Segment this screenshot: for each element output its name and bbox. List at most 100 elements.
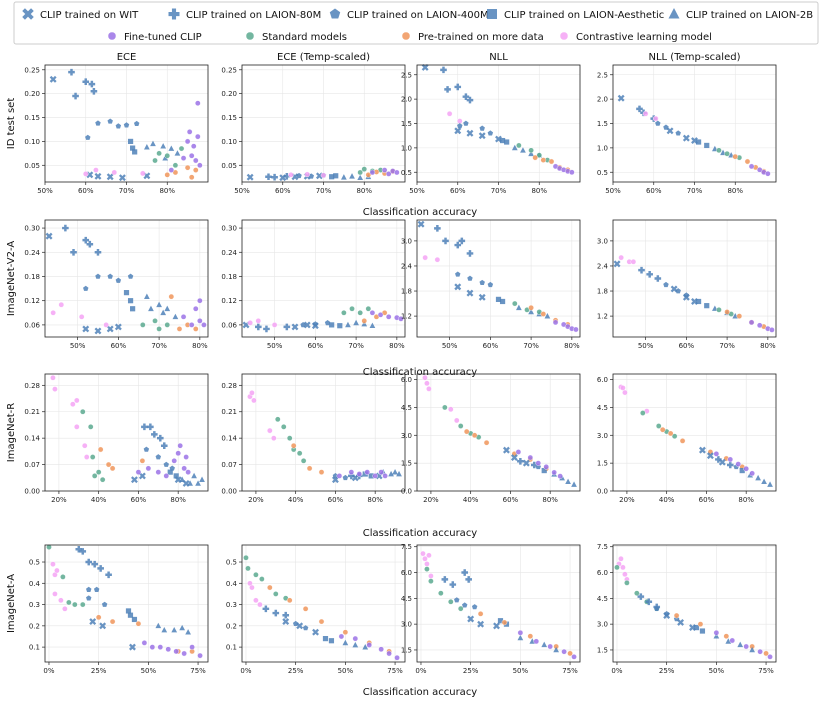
- data-point-con: [58, 301, 65, 308]
- data-point-pre: [306, 465, 313, 472]
- data-point-wit: [454, 127, 462, 135]
- data-point-wit: [114, 323, 122, 331]
- data-point-pre: [168, 293, 175, 300]
- data-point-l80: [441, 576, 449, 583]
- data-point-l2b: [172, 313, 179, 320]
- data-point-pre: [109, 465, 116, 472]
- data-point-con: [81, 442, 88, 449]
- y-tick-label: 2.4: [597, 262, 609, 270]
- data-point-ft: [197, 652, 203, 659]
- data-point-l2b: [179, 624, 186, 631]
- y-tick-label: 0.3: [29, 601, 40, 609]
- data-point-wit: [698, 446, 706, 454]
- y-tick-label: 0.06: [24, 321, 40, 329]
- data-point-std: [79, 601, 86, 608]
- data-point-ft: [366, 642, 373, 648]
- y-tick-label: 0.00: [24, 488, 40, 496]
- axes-frame: [44, 219, 209, 338]
- panel-1-2: 50% 60% 70% 80% 0.05 0.10 0.15 0.20 0.25 ECE (Tem…: [221, 52, 406, 195]
- y-tick-label: 7.5: [597, 543, 608, 551]
- data-point-l400: [471, 604, 478, 610]
- data-point-std: [438, 590, 444, 596]
- data-point-std: [152, 157, 158, 164]
- y-tick-label: 0.05: [221, 162, 237, 170]
- data-point-l400: [292, 620, 299, 627]
- data-point-std: [716, 147, 722, 154]
- data-point-wit: [613, 260, 621, 268]
- data-point-l400: [95, 120, 101, 126]
- data-point-wit: [478, 293, 486, 301]
- data-point-wit: [682, 134, 690, 142]
- data-point-std: [95, 469, 102, 475]
- data-point-pre: [192, 326, 199, 332]
- data-point-ft: [155, 469, 162, 475]
- data-point-std: [60, 574, 66, 580]
- data-point-ft: [188, 322, 195, 328]
- data-point-wit: [279, 174, 287, 182]
- column-title: NLL (Temp-scaled): [649, 52, 741, 63]
- data-point-ft: [197, 162, 203, 169]
- data-point-ft: [386, 650, 392, 657]
- data-point-pre: [361, 318, 368, 324]
- data-point-l2b: [737, 641, 744, 648]
- data-point-l80: [90, 87, 98, 95]
- data-point-ft: [356, 471, 363, 477]
- y-tick-label: 0.0: [401, 488, 412, 496]
- data-point-aes: [497, 618, 504, 624]
- data-point-std: [164, 322, 171, 328]
- data-point-l2b: [353, 319, 359, 326]
- data-point-ft: [195, 100, 201, 107]
- y-tick-label: 4.5: [401, 595, 412, 603]
- data-point-ft: [372, 473, 378, 479]
- data-point-std: [724, 150, 730, 157]
- data-point-con: [420, 550, 426, 557]
- data-point-std: [365, 305, 372, 312]
- legend-label: Contrastive learning model: [576, 32, 712, 43]
- data-point-ft: [177, 442, 183, 449]
- data-point-con: [255, 318, 262, 324]
- axes-frame: [44, 544, 209, 663]
- data-point-ft: [352, 635, 359, 642]
- data-point-con: [249, 390, 255, 396]
- data-point-pre: [540, 311, 547, 317]
- data-point-ft: [173, 648, 179, 655]
- data-point-wit: [94, 327, 102, 335]
- data-point-con: [620, 564, 626, 571]
- data-point-ft: [192, 157, 199, 164]
- data-point-l80: [263, 325, 270, 333]
- data-point-wit: [467, 615, 475, 623]
- data-point-l2b: [195, 480, 201, 486]
- data-point-con: [447, 406, 454, 413]
- data-point-l400: [479, 125, 485, 131]
- x-tick-label: 80%: [738, 496, 754, 504]
- data-point-pre: [673, 612, 680, 619]
- legend-label: CLIP trained on LAION-80M: [186, 10, 321, 21]
- x-tick-label: 80%: [170, 496, 186, 504]
- data-point-ft: [184, 138, 191, 145]
- legend-label: Pre-trained on more data: [418, 32, 544, 43]
- data-point-ft: [756, 322, 763, 329]
- y-tick-label: 1.0: [597, 144, 608, 152]
- axes-frame: [416, 373, 581, 492]
- x-tick-label: 70%: [687, 187, 703, 195]
- x-tick-label: 60%: [275, 187, 291, 195]
- x-tick-label: 75%: [758, 667, 774, 675]
- data-point-std: [139, 322, 146, 328]
- axes-frame: [612, 373, 777, 492]
- x-tick-label: 50%: [70, 342, 86, 350]
- data-point-std: [79, 408, 86, 415]
- data-point-aes: [132, 149, 138, 155]
- data-point-aes: [541, 467, 547, 474]
- data-point-std: [300, 458, 307, 464]
- data-point-l2b: [155, 622, 162, 629]
- y-tick-label: 3.0: [597, 237, 608, 245]
- data-point-l80: [79, 548, 87, 555]
- data-point-l2b: [767, 481, 773, 487]
- data-point-l400: [487, 281, 494, 288]
- data-point-aes: [328, 638, 335, 644]
- data-point-aes: [329, 322, 335, 328]
- data-point-l2b: [761, 478, 767, 485]
- data-point-con: [630, 258, 637, 265]
- data-point-pre: [302, 606, 309, 612]
- data-point-ft: [135, 469, 142, 475]
